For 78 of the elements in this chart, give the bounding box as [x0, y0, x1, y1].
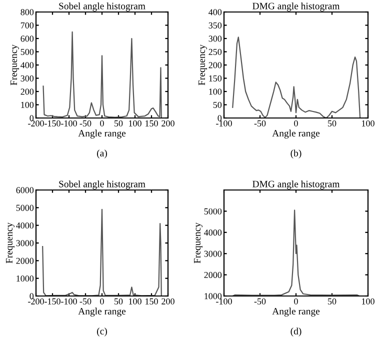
y-tick-label: 0: [218, 115, 222, 122]
y-tick-label: 150: [209, 75, 222, 82]
x-axis-title: Angle range: [78, 308, 126, 317]
y-tick-label: 300: [208, 36, 222, 42]
chart-title: Sobel angle histogram: [59, 2, 146, 12]
y-tick-label: 200: [208, 62, 222, 68]
y-tick-label: 500: [20, 48, 34, 55]
y-tick-label: 1000: [16, 275, 34, 282]
y-tick-label: 4000: [204, 230, 222, 236]
x-tick-label: -100: [61, 120, 77, 126]
y-tick-label: 3000: [204, 250, 222, 257]
x-tick-label: -100: [216, 298, 232, 304]
x-tick-label: -150: [44, 120, 60, 126]
y-tick-label: 350: [208, 22, 222, 28]
y-tick-label: 200: [20, 88, 34, 95]
x-tick-label: 100: [129, 298, 142, 304]
y-tick-label: 800: [20, 9, 34, 16]
x-tick-label: 50: [114, 298, 123, 304]
text: (a): [97, 150, 107, 158]
y-tick-label: 5000: [16, 204, 34, 211]
text: (c): [97, 328, 107, 336]
y-tick-label: 6000: [16, 187, 34, 194]
line-series: [42, 208, 162, 296]
y-tick-label: 5000: [204, 208, 222, 214]
x-tick-label: 50: [114, 120, 123, 126]
x-tick-label: 0: [100, 298, 104, 304]
y-tick-label: 2000: [16, 258, 34, 264]
x-tick-label: -100: [61, 298, 77, 304]
x-tick-label: 0: [294, 120, 298, 126]
x-tick-label: 150: [146, 120, 158, 126]
y-tick-label: 2000: [204, 272, 222, 278]
line-series: [232, 36, 361, 118]
x-tick-label: -200: [28, 298, 44, 304]
chart-title: Sobel angle histogram: [59, 180, 146, 190]
y-axis-title: Frequency: [10, 44, 19, 86]
x-tick-label: -50: [80, 120, 92, 126]
x-tick-label: 100: [362, 298, 374, 304]
x-tick-label: -50: [254, 120, 266, 126]
y-tick-label: 400: [20, 62, 34, 68]
y-tick-label: 600: [20, 36, 34, 42]
y-tick-label: 50: [213, 102, 222, 108]
x-tick-label: 100: [362, 120, 374, 126]
y-tick-label: 0: [30, 293, 34, 300]
chart-title: DMG angle histogram: [252, 2, 340, 12]
y-tick-label: 3000: [16, 240, 34, 246]
y-axis-title: Frequency: [6, 222, 14, 264]
y-tick-label: 4000: [16, 222, 34, 229]
text: (d): [290, 328, 302, 336]
y-tick-label: 300: [20, 75, 34, 82]
x-tick-label: -200: [28, 120, 44, 126]
y-tick-label: 1000: [204, 293, 222, 300]
chart-title: DMG angle histogram: [252, 180, 340, 190]
x-tick-label: -50: [80, 298, 92, 304]
x-axis-title: Angle range: [272, 308, 320, 317]
x-tick-label: 0: [100, 120, 104, 126]
x-axis-title: Angle range: [272, 130, 320, 139]
x-tick-label: 50: [328, 120, 336, 126]
line-series: [42, 31, 162, 118]
x-tick-label: 200: [162, 298, 174, 304]
y-tick-label: 100: [209, 88, 222, 95]
y-tick-label: 700: [20, 22, 34, 28]
x-tick-label: 150: [146, 298, 158, 304]
x-tick-label: 50: [328, 298, 336, 304]
y-tick-label: 250: [208, 48, 222, 55]
x-tick-label: 0: [294, 298, 298, 304]
text: (b): [290, 150, 302, 158]
x-tick-label: 100: [129, 120, 142, 126]
x-tick-label: -150: [44, 298, 60, 304]
y-axis-title: Frequency: [198, 44, 207, 86]
x-axis-title: Angle range: [78, 130, 126, 139]
line-series: [232, 210, 360, 296]
x-tick-label: 200: [162, 120, 174, 126]
y-tick-label: 0: [30, 115, 34, 122]
x-tick-label: -50: [254, 298, 266, 304]
y-axis-title: Frequency: [194, 222, 202, 264]
x-tick-label: -100: [216, 120, 232, 126]
y-tick-label: 400: [208, 9, 222, 16]
y-tick-label: 100: [21, 102, 34, 108]
